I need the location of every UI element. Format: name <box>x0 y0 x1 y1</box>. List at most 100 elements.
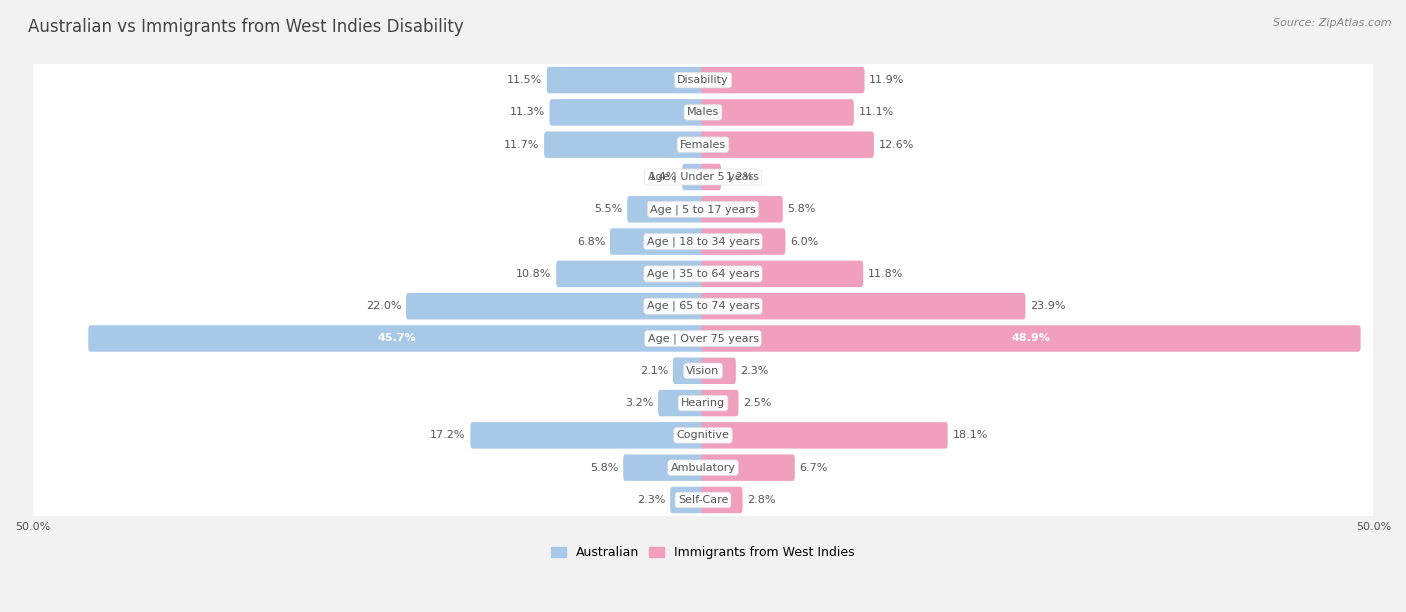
Text: 3.2%: 3.2% <box>626 398 654 408</box>
FancyBboxPatch shape <box>31 411 1375 460</box>
Text: 17.2%: 17.2% <box>430 430 465 441</box>
Text: Age | 65 to 74 years: Age | 65 to 74 years <box>647 301 759 312</box>
Text: Cognitive: Cognitive <box>676 430 730 441</box>
Text: 1.2%: 1.2% <box>725 172 754 182</box>
Text: 1.4%: 1.4% <box>650 172 678 182</box>
Text: 45.7%: 45.7% <box>377 334 416 343</box>
FancyBboxPatch shape <box>471 422 704 449</box>
FancyBboxPatch shape <box>31 153 1375 201</box>
FancyBboxPatch shape <box>31 185 1375 234</box>
FancyBboxPatch shape <box>31 282 1375 330</box>
FancyBboxPatch shape <box>702 132 875 158</box>
FancyBboxPatch shape <box>31 56 1375 105</box>
Text: Disability: Disability <box>678 75 728 85</box>
FancyBboxPatch shape <box>702 455 794 481</box>
Text: 11.3%: 11.3% <box>509 107 544 118</box>
FancyBboxPatch shape <box>31 282 1375 330</box>
Text: Self-Care: Self-Care <box>678 495 728 505</box>
FancyBboxPatch shape <box>406 293 704 319</box>
FancyBboxPatch shape <box>31 443 1375 492</box>
Legend: Australian, Immigrants from West Indies: Australian, Immigrants from West Indies <box>546 541 860 564</box>
Text: Source: ZipAtlas.com: Source: ZipAtlas.com <box>1274 18 1392 28</box>
Text: Ambulatory: Ambulatory <box>671 463 735 472</box>
Text: 6.7%: 6.7% <box>800 463 828 472</box>
FancyBboxPatch shape <box>557 261 704 287</box>
Text: 11.1%: 11.1% <box>859 107 894 118</box>
Text: 11.8%: 11.8% <box>868 269 903 279</box>
FancyBboxPatch shape <box>31 88 1375 137</box>
FancyBboxPatch shape <box>31 250 1375 298</box>
Text: 2.1%: 2.1% <box>640 366 668 376</box>
FancyBboxPatch shape <box>547 67 704 94</box>
FancyBboxPatch shape <box>31 476 1375 524</box>
Text: Age | Over 75 years: Age | Over 75 years <box>648 333 758 344</box>
Text: 12.6%: 12.6% <box>879 140 914 150</box>
FancyBboxPatch shape <box>31 411 1375 459</box>
FancyBboxPatch shape <box>702 261 863 287</box>
FancyBboxPatch shape <box>627 196 704 223</box>
FancyBboxPatch shape <box>544 132 704 158</box>
FancyBboxPatch shape <box>702 357 735 384</box>
Text: Australian vs Immigrants from West Indies Disability: Australian vs Immigrants from West Indie… <box>28 18 464 36</box>
FancyBboxPatch shape <box>89 325 704 352</box>
Text: 22.0%: 22.0% <box>366 301 401 311</box>
FancyBboxPatch shape <box>702 422 948 449</box>
FancyBboxPatch shape <box>31 378 1375 428</box>
FancyBboxPatch shape <box>702 487 742 513</box>
Text: 11.9%: 11.9% <box>869 75 904 85</box>
FancyBboxPatch shape <box>31 249 1375 299</box>
FancyBboxPatch shape <box>31 379 1375 427</box>
FancyBboxPatch shape <box>31 314 1375 363</box>
FancyBboxPatch shape <box>31 185 1375 233</box>
Text: Age | 18 to 34 years: Age | 18 to 34 years <box>647 236 759 247</box>
Text: 11.5%: 11.5% <box>506 75 543 85</box>
FancyBboxPatch shape <box>31 121 1375 168</box>
Text: 2.8%: 2.8% <box>747 495 776 505</box>
FancyBboxPatch shape <box>702 99 853 125</box>
FancyBboxPatch shape <box>31 217 1375 266</box>
Text: Vision: Vision <box>686 366 720 376</box>
FancyBboxPatch shape <box>31 218 1375 266</box>
Text: Males: Males <box>688 107 718 118</box>
Text: Age | Under 5 years: Age | Under 5 years <box>648 172 758 182</box>
FancyBboxPatch shape <box>673 357 704 384</box>
Text: 10.8%: 10.8% <box>516 269 551 279</box>
FancyBboxPatch shape <box>671 487 704 513</box>
FancyBboxPatch shape <box>702 164 721 190</box>
FancyBboxPatch shape <box>550 99 704 125</box>
FancyBboxPatch shape <box>31 56 1375 104</box>
FancyBboxPatch shape <box>702 390 738 416</box>
Text: Hearing: Hearing <box>681 398 725 408</box>
Text: 11.7%: 11.7% <box>505 140 540 150</box>
Text: Females: Females <box>681 140 725 150</box>
FancyBboxPatch shape <box>610 228 704 255</box>
Text: 48.9%: 48.9% <box>1011 334 1050 343</box>
Text: 6.0%: 6.0% <box>790 237 818 247</box>
FancyBboxPatch shape <box>702 325 1361 352</box>
Text: 18.1%: 18.1% <box>952 430 988 441</box>
FancyBboxPatch shape <box>31 152 1375 201</box>
FancyBboxPatch shape <box>31 476 1375 524</box>
Text: 5.8%: 5.8% <box>591 463 619 472</box>
FancyBboxPatch shape <box>31 120 1375 170</box>
FancyBboxPatch shape <box>31 89 1375 136</box>
FancyBboxPatch shape <box>702 228 786 255</box>
FancyBboxPatch shape <box>658 390 704 416</box>
Text: 5.8%: 5.8% <box>787 204 815 214</box>
FancyBboxPatch shape <box>31 315 1375 362</box>
Text: 5.5%: 5.5% <box>595 204 623 214</box>
Text: Age | 35 to 64 years: Age | 35 to 64 years <box>647 269 759 279</box>
Text: Age | 5 to 17 years: Age | 5 to 17 years <box>650 204 756 215</box>
FancyBboxPatch shape <box>702 196 783 223</box>
FancyBboxPatch shape <box>31 444 1375 491</box>
Text: 2.3%: 2.3% <box>741 366 769 376</box>
FancyBboxPatch shape <box>623 455 704 481</box>
FancyBboxPatch shape <box>31 347 1375 395</box>
Text: 2.5%: 2.5% <box>744 398 772 408</box>
Text: 2.3%: 2.3% <box>637 495 665 505</box>
FancyBboxPatch shape <box>702 293 1025 319</box>
FancyBboxPatch shape <box>31 346 1375 395</box>
Text: 6.8%: 6.8% <box>576 237 605 247</box>
FancyBboxPatch shape <box>682 164 704 190</box>
Text: 23.9%: 23.9% <box>1031 301 1066 311</box>
